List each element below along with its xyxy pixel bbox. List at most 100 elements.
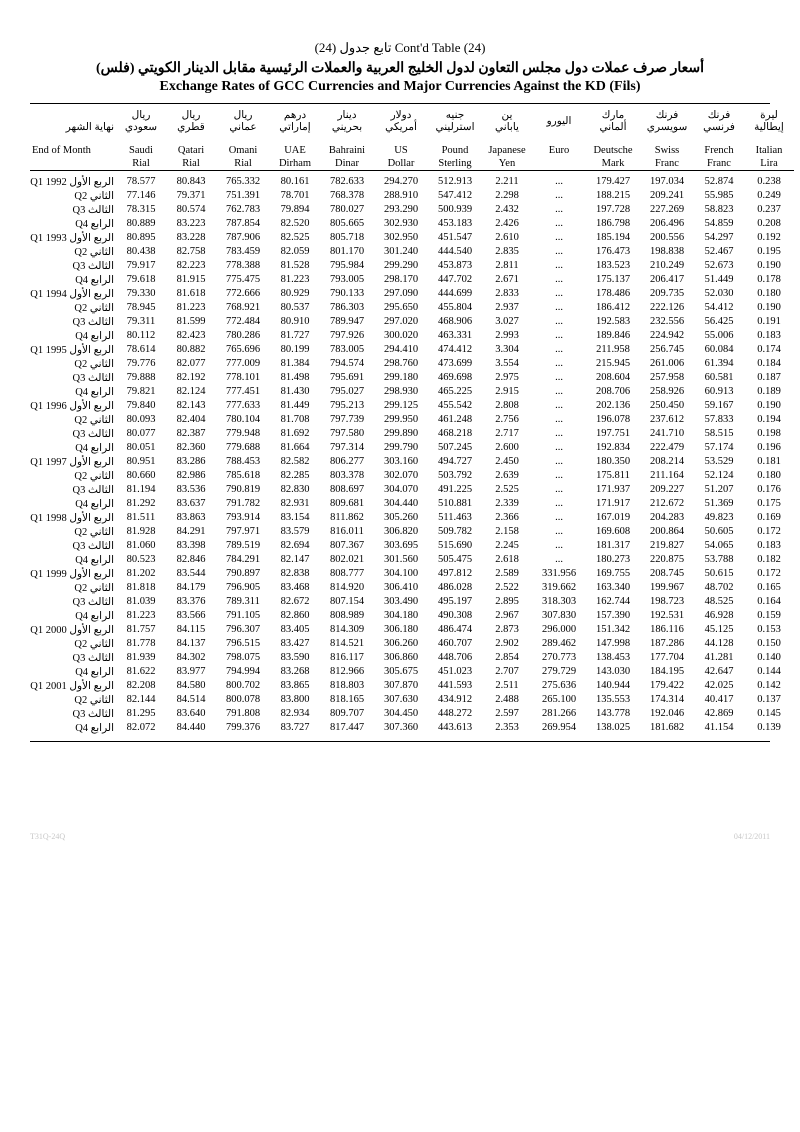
cell-value: 52.673 <box>694 259 744 273</box>
col-header-en: Omani <box>216 144 270 157</box>
cell-value: 82.208 <box>116 679 166 693</box>
table-row: الربع الأول Q1 199780.95183.286788.45382… <box>30 455 794 469</box>
cell-value: 81.778 <box>116 637 166 651</box>
table-row: الثاني Q281.92884.291797.97183.579816.01… <box>30 525 794 539</box>
table-row: الربع الأول Q1 200182.20884.580800.70283… <box>30 679 794 693</box>
cell-value: 801.170 <box>320 245 374 259</box>
cell-value: 2.975 <box>482 371 532 385</box>
table-row: الثالث Q381.29583.640791.80882.934809.70… <box>30 707 794 721</box>
cell-value: 53.529 <box>694 455 744 469</box>
cell-value: 83.405 <box>270 623 320 637</box>
cell-value: 192.046 <box>640 707 694 721</box>
col-header-en: French <box>694 144 744 157</box>
cell-value: 177.704 <box>640 651 694 665</box>
cell-value: 80.077 <box>116 427 166 441</box>
period-label: الرابع Q4 <box>30 273 116 287</box>
cell-value: 0.139 <box>744 721 794 735</box>
cell-value: 83.544 <box>166 567 216 581</box>
exchange-rates-table: نهاية الشهرريالسعوديريالقطريريالعمانيدره… <box>30 108 794 735</box>
cell-value: 0.172 <box>744 525 794 539</box>
cell-value: 41.281 <box>694 651 744 665</box>
cell-value: 275.636 <box>532 679 586 693</box>
cell-value: 206.496 <box>640 217 694 231</box>
cell-value: 298.760 <box>374 357 428 371</box>
period-label: الثالث Q3 <box>30 707 116 721</box>
cell-value: 818.803 <box>320 679 374 693</box>
cell-value: 808.777 <box>320 567 374 581</box>
cell-value: 49.823 <box>694 511 744 525</box>
cell-value: 140.944 <box>586 679 640 693</box>
cell-value: 82.192 <box>166 371 216 385</box>
cell-value: 806.277 <box>320 455 374 469</box>
cell-value: ... <box>532 539 586 553</box>
cell-value: 81.039 <box>116 595 166 609</box>
cell-value: 204.283 <box>640 511 694 525</box>
cell-value: 2.600 <box>482 441 532 455</box>
cell-value: 84.115 <box>166 623 216 637</box>
cell-value: 790.133 <box>320 287 374 301</box>
cell-value: 306.860 <box>374 651 428 665</box>
cell-value: 814.309 <box>320 623 374 637</box>
period-label: الرابع Q4 <box>30 441 116 455</box>
cell-value: 303.695 <box>374 539 428 553</box>
cell-value: 52.030 <box>694 287 744 301</box>
cell-value: ... <box>532 357 586 371</box>
cell-value: 171.917 <box>586 497 640 511</box>
period-label: الثاني Q2 <box>30 469 116 483</box>
cell-value: 42.869 <box>694 707 744 721</box>
cell-value: ... <box>532 231 586 245</box>
cell-value: 80.910 <box>270 315 320 329</box>
cell-value: 79.371 <box>166 189 216 203</box>
table-row: الثالث Q381.93984.302798.07583.590816.11… <box>30 651 794 665</box>
period-label: الربع الأول Q1 2000 <box>30 623 116 637</box>
cell-value: 0.159 <box>744 609 794 623</box>
cell-value: 2.426 <box>482 217 532 231</box>
cell-value: 51.369 <box>694 497 744 511</box>
col-header-ar: ينياباني <box>482 108 532 134</box>
table-row: الثالث Q381.03983.376789.31182.672807.15… <box>30 595 794 609</box>
cell-value: ... <box>532 483 586 497</box>
cell-value: 179.427 <box>586 175 640 189</box>
table-row: الثالث Q379.31181.599772.48480.910789.94… <box>30 315 794 329</box>
cell-value: 82.672 <box>270 595 320 609</box>
cell-value: 772.666 <box>216 287 270 301</box>
period-label: الثاني Q2 <box>30 301 116 315</box>
period-label: الربع الأول Q1 1999 <box>30 567 116 581</box>
cell-value: 318.303 <box>532 595 586 609</box>
cell-value: 304.440 <box>374 497 428 511</box>
cell-value: 84.514 <box>166 693 216 707</box>
cell-value: 80.093 <box>116 413 166 427</box>
period-label: الثاني Q2 <box>30 357 116 371</box>
cell-value: 0.176 <box>744 483 794 497</box>
cell-value: 299.290 <box>374 259 428 273</box>
cell-value: 79.894 <box>270 203 320 217</box>
cell-value: 80.882 <box>166 343 216 357</box>
cell-value: 304.100 <box>374 567 428 581</box>
cell-value: 54.412 <box>694 301 744 315</box>
cell-value: 0.145 <box>744 707 794 721</box>
cell-value: 56.425 <box>694 315 744 329</box>
cell-value: 803.378 <box>320 469 374 483</box>
cell-value: 55.985 <box>694 189 744 203</box>
cell-value: ... <box>532 525 586 539</box>
cell-value: 0.181 <box>744 455 794 469</box>
cell-value: 3.027 <box>482 315 532 329</box>
cell-value: 83.637 <box>166 497 216 511</box>
period-label: الثالث Q3 <box>30 259 116 273</box>
cell-value: 81.060 <box>116 539 166 553</box>
cell-value: 84.137 <box>166 637 216 651</box>
cell-value: 79.888 <box>116 371 166 385</box>
table-row: الثاني Q280.43882.758783.45982.059801.17… <box>30 245 794 259</box>
cell-value: 0.153 <box>744 623 794 637</box>
cell-value: 778.101 <box>216 371 270 385</box>
cell-value: 81.430 <box>270 385 320 399</box>
table-row: الثاني Q282.14484.514800.07883.800818.16… <box>30 693 794 707</box>
col-header: Rial <box>166 157 216 171</box>
table-row: الثاني Q280.09382.404780.10481.708797.73… <box>30 413 794 427</box>
cell-value: 0.142 <box>744 679 794 693</box>
cell-value: 816.117 <box>320 651 374 665</box>
cell-value: 0.198 <box>744 427 794 441</box>
cell-value: 58.515 <box>694 427 744 441</box>
cell-value: ... <box>532 175 586 189</box>
cell-value: 305.260 <box>374 511 428 525</box>
